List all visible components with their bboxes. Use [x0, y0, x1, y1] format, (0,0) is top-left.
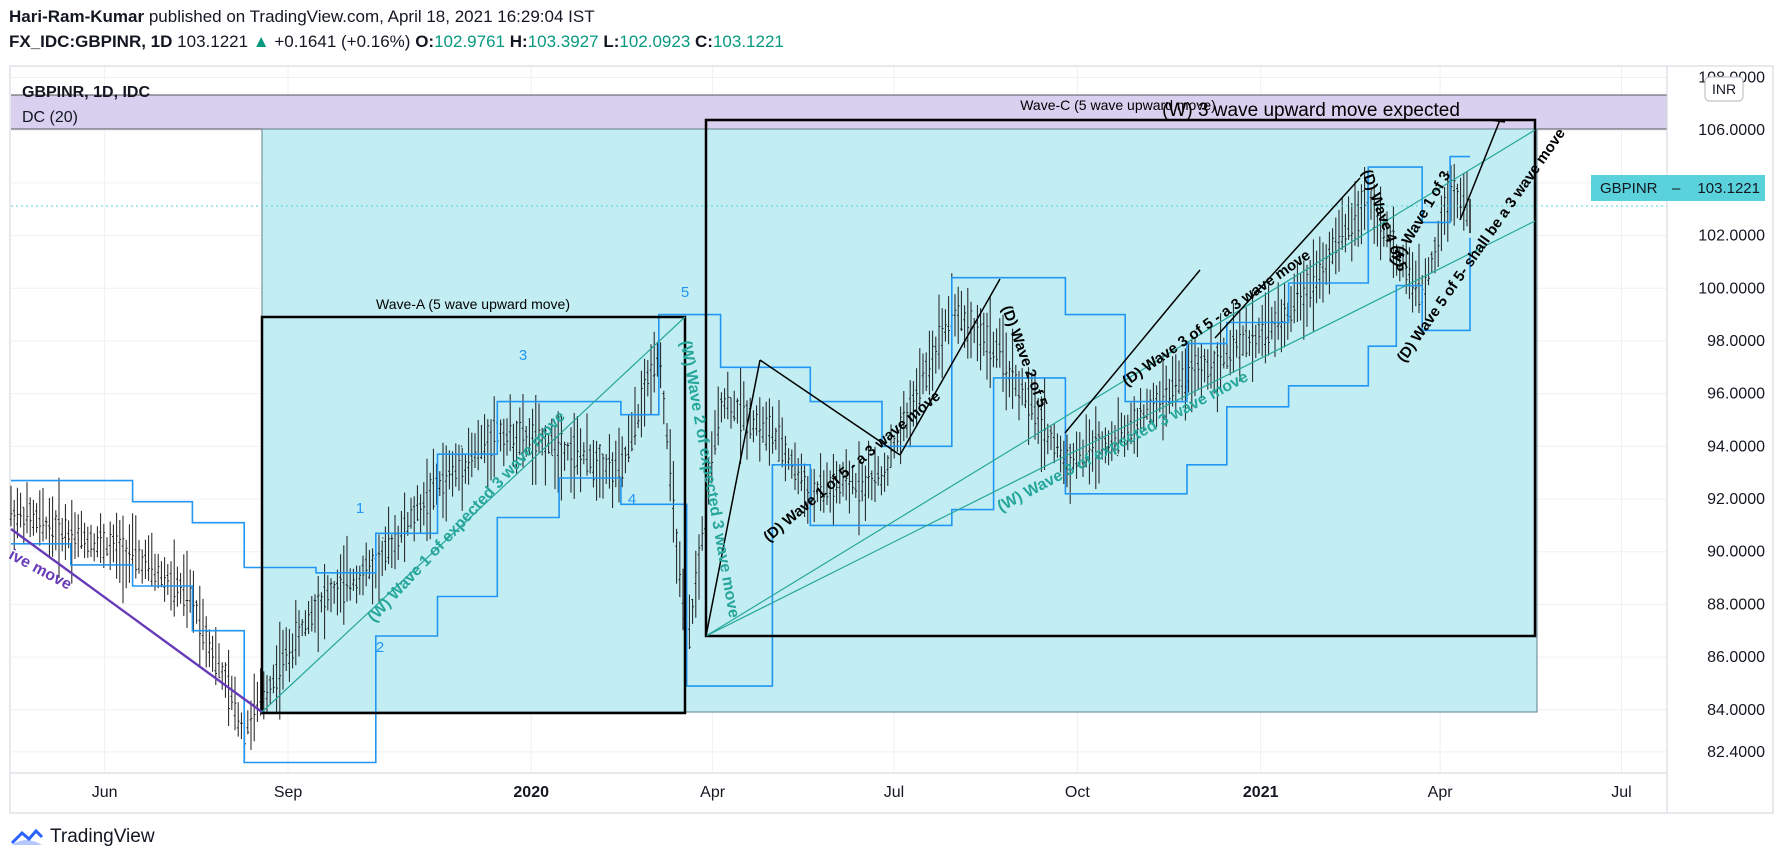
price-tag	[1591, 175, 1765, 201]
dc-lower	[11, 237, 1471, 764]
y-tick-label: 82.4000	[1707, 744, 1765, 761]
wave-count-2: 2	[376, 639, 384, 656]
y-tick-label: 96.0000	[1707, 386, 1765, 403]
footer-brand: TradingView	[50, 826, 155, 847]
tradingview-logo-icon	[10, 828, 44, 845]
x-tick-label: Oct	[1065, 784, 1090, 801]
high-label: H:	[509, 32, 528, 51]
y-tick-label: 106.0000	[1698, 122, 1765, 139]
wave-a-box	[260, 315, 687, 715]
d-wave3-leg	[1064, 269, 1201, 434]
wave3-lower-line	[705, 220, 1536, 637]
change-arrow-icon: ▲	[252, 32, 270, 51]
wave-count-4: 4	[628, 491, 636, 508]
y-tick-label: 92.0000	[1707, 491, 1765, 508]
w-expected-label: (W) 3 wave upward move expected	[1162, 100, 1460, 121]
publish-line: Hari-Ram-Kumar published on TradingView.…	[9, 7, 595, 27]
x-tick-label: 2020	[513, 784, 549, 801]
y-tick-label: 102.0000	[1698, 228, 1765, 245]
y-tick-label: 86.0000	[1707, 649, 1765, 666]
d-wave1-leg	[705, 359, 761, 637]
x-tick-label: 2021	[1243, 784, 1279, 801]
y-tick-label: 90.0000	[1707, 544, 1765, 561]
time-axis[interactable]: Jun Sep 2020 Apr Jul Oct 2021 Apr Jul	[10, 772, 1667, 801]
wave-a-label: Wave-A (5 wave upward move)	[376, 296, 570, 312]
publish-info: published on TradingView.com, April 18, …	[148, 7, 595, 26]
author-name[interactable]: Hari-Ram-Kumar	[9, 7, 145, 26]
currency-box[interactable]	[1704, 76, 1744, 102]
x-tick-label: Apr	[700, 784, 726, 801]
x-tick-label: Apr	[1428, 784, 1454, 801]
wave3-trend-line	[705, 129, 1536, 637]
legend-series: GBPINR, 1D, IDC	[22, 84, 150, 101]
wave-count-5: 5	[681, 284, 689, 301]
x-tick-label: Jun	[92, 784, 118, 801]
dc-band	[11, 95, 1667, 129]
y-tick-label: 100.0000	[1698, 280, 1765, 297]
wave-count-1: 1	[356, 500, 364, 517]
wave-box-outer	[261, 128, 1538, 713]
d-wave3-leg	[1214, 177, 1361, 339]
low-value: 102.0923	[619, 32, 691, 51]
last-price: 103.1221	[177, 32, 249, 51]
close-value: 103.1221	[712, 32, 784, 51]
tradingview-footer[interactable]: TradingView	[10, 826, 155, 848]
x-tick-label: Jul	[1611, 784, 1631, 801]
price-tag-value: 103.1221	[1697, 180, 1760, 197]
wave-c-label: Wave-C (5 wave upward move)	[1020, 97, 1216, 113]
wave1-trend-line	[261, 316, 686, 713]
legend-indicator: DC (20)	[22, 109, 78, 126]
d-wave1-leg	[899, 278, 1001, 456]
donchian-channel	[11, 155, 1471, 764]
price-tag-dash: –	[1672, 180, 1681, 197]
y-tick-label: 84.0000	[1707, 702, 1765, 719]
x-tick-label: Sep	[274, 784, 303, 801]
open-label: O:	[415, 32, 435, 51]
wave-c-box	[704, 118, 1537, 638]
currency-label: INR	[1712, 81, 1736, 97]
d-wave1-leg	[759, 359, 901, 456]
open-value: 102.9761	[434, 32, 505, 51]
symbol-label: FX_IDC:GBPINR, 1D	[9, 32, 173, 51]
wave5-projection	[1459, 119, 1501, 221]
arrow-head	[1489, 119, 1506, 123]
y-tick-label: 94.0000	[1707, 438, 1765, 455]
low-label: L:	[603, 32, 620, 51]
close-label: C:	[695, 32, 713, 51]
price-tag-symbol: GBPINR	[1600, 180, 1658, 197]
purple-trend-line	[10, 528, 263, 713]
y-tick-label: 88.0000	[1707, 596, 1765, 613]
price-axis[interactable]: 108.0000106.0000104.0000102.0000100.0000…	[1666, 66, 1765, 813]
change-value: +0.1641 (+0.16%)	[274, 32, 411, 51]
high-value: 103.3927	[527, 32, 599, 51]
y-tick-label: 98.0000	[1707, 333, 1765, 350]
x-tick-label: Jul	[884, 784, 904, 801]
wave-count-3: 3	[519, 347, 527, 364]
dc-upper	[11, 155, 1470, 574]
ohlc-line: FX_IDC:GBPINR, 1D 103.1221 ▲ +0.1641 (+0…	[9, 32, 784, 52]
trend-lines	[10, 119, 1536, 713]
